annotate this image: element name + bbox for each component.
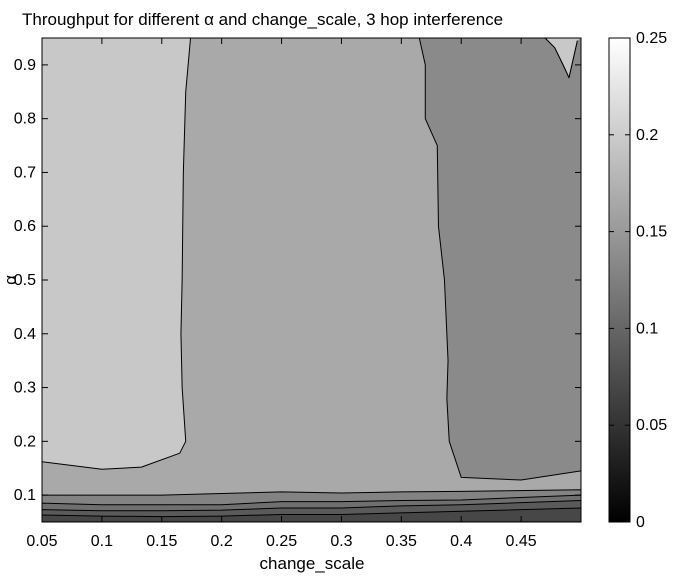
contour-region-3 xyxy=(419,38,581,481)
colorbar xyxy=(608,37,631,523)
y-tick-label: 0.7 xyxy=(14,164,36,181)
contour-line-3 xyxy=(418,38,581,481)
x-tick-label: 0.05 xyxy=(26,533,57,550)
y-tick-label: 0.6 xyxy=(14,218,36,235)
x-tick-label: 0.1 xyxy=(91,533,113,550)
contour-band-lowest xyxy=(42,520,581,522)
y-tick-label: 0.4 xyxy=(14,326,36,343)
y-tick-label: 0.8 xyxy=(14,111,36,128)
y-axis: 0.1 0.2 0.3 0.4 0.5 0.6 0.7 0.8 0.9 xyxy=(14,57,581,504)
x-tick-label: 0.4 xyxy=(450,533,472,550)
contour-region-1 xyxy=(42,38,191,470)
x-tick-label: 0.45 xyxy=(506,533,537,550)
colorbar-tick-label: 0 xyxy=(636,514,645,531)
colorbar-tick-label: 0.1 xyxy=(636,320,658,337)
contour-line-1 xyxy=(42,38,192,470)
y-axis-label: α xyxy=(1,275,20,285)
y-tick-label: 0.9 xyxy=(14,57,36,74)
x-tick-label: 0.2 xyxy=(211,533,233,550)
plot-area xyxy=(42,38,581,522)
contour-region-2 xyxy=(545,38,581,78)
colorbar-tick-label: 0.25 xyxy=(636,30,667,47)
chart-title: Throughput for different α and change_sc… xyxy=(22,10,503,29)
y-tick-label: 0.1 xyxy=(14,487,36,504)
x-axis-label: change_scale xyxy=(260,554,365,573)
x-axis: 0.05 0.1 0.15 0.2 0.25 0.3 0.35 0.4 0.45 xyxy=(26,38,537,550)
y-tick-label: 0.2 xyxy=(14,433,36,450)
x-tick-label: 0.15 xyxy=(146,533,177,550)
x-tick-label: 0.25 xyxy=(266,533,297,550)
colorbar-tick-label: 0.05 xyxy=(636,417,667,434)
colorbar-axis: 0 0.05 0.1 0.15 0.2 0.25 xyxy=(609,30,667,531)
x-tick-label: 0.35 xyxy=(386,533,417,550)
x-tick-label: 0.3 xyxy=(330,533,352,550)
contour-band-4 xyxy=(42,507,581,522)
y-tick-label: 0.3 xyxy=(14,380,36,397)
y-tick-label: 0.5 xyxy=(14,272,36,289)
colorbar-tick-label: 0.15 xyxy=(636,224,667,241)
colorbar-tick-label: 0.2 xyxy=(636,127,658,144)
